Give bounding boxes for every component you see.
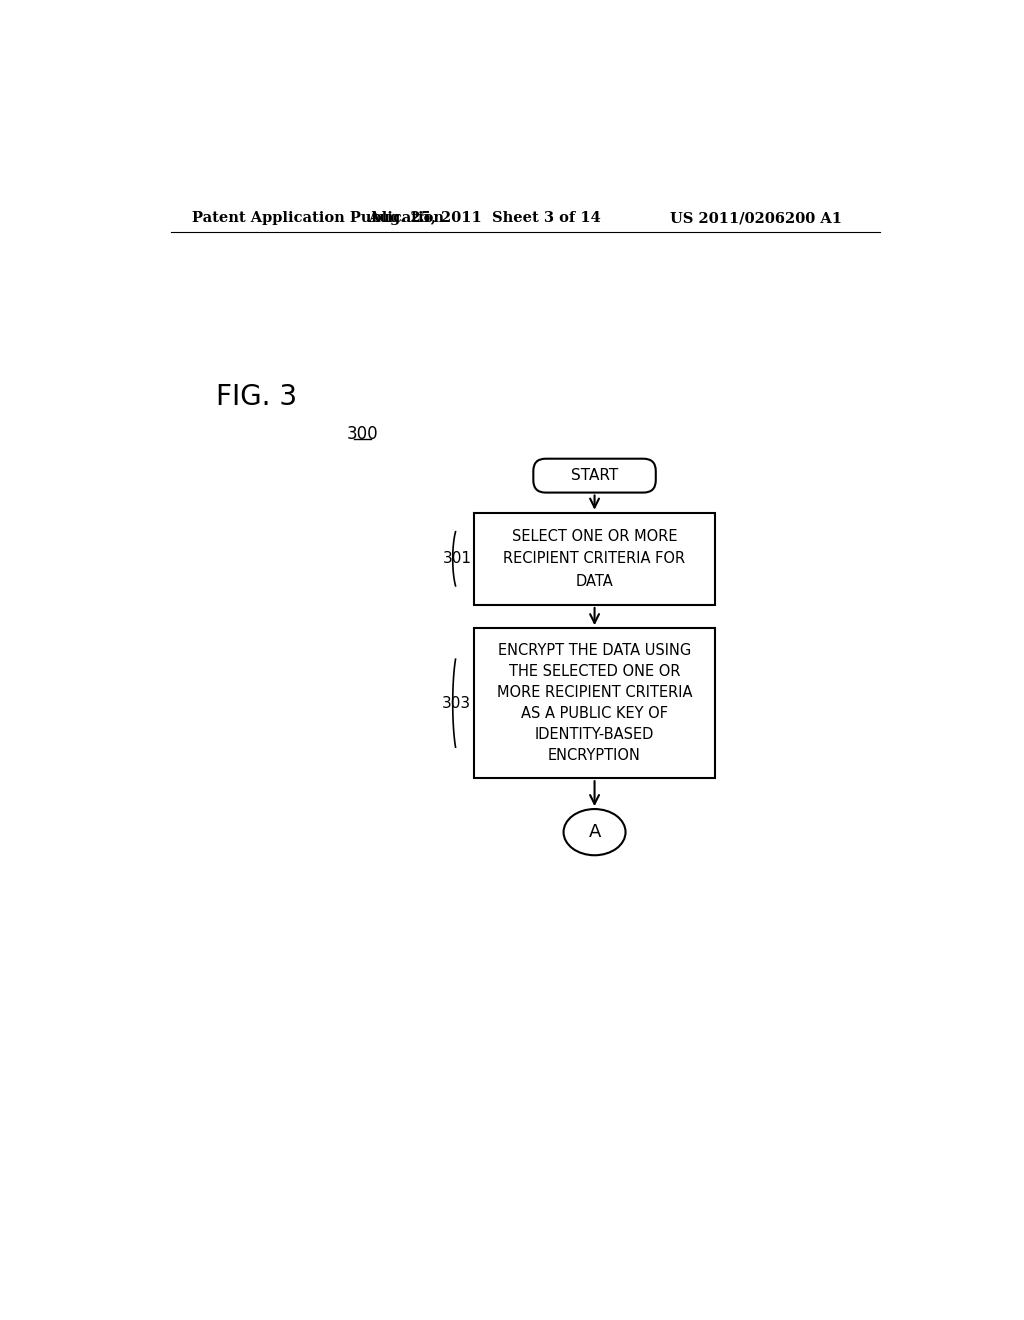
Text: US 2011/0206200 A1: US 2011/0206200 A1 — [671, 211, 843, 226]
Text: 300: 300 — [347, 425, 379, 444]
Ellipse shape — [563, 809, 626, 855]
Text: 303: 303 — [442, 696, 471, 710]
Text: SELECT ONE OR MORE
RECIPIENT CRITERIA FOR
DATA: SELECT ONE OR MORE RECIPIENT CRITERIA FO… — [504, 529, 686, 589]
Text: 301: 301 — [442, 552, 471, 566]
Text: START: START — [571, 469, 618, 483]
Text: Aug. 25, 2011  Sheet 3 of 14: Aug. 25, 2011 Sheet 3 of 14 — [368, 211, 601, 226]
Text: A: A — [589, 824, 601, 841]
Bar — [474, 628, 715, 779]
FancyBboxPatch shape — [534, 459, 655, 492]
Text: FIG. 3: FIG. 3 — [216, 383, 297, 411]
Bar — [474, 512, 715, 605]
Text: ENCRYPT THE DATA USING
THE SELECTED ONE OR
MORE RECIPIENT CRITERIA
AS A PUBLIC K: ENCRYPT THE DATA USING THE SELECTED ONE … — [497, 643, 692, 763]
Text: Patent Application Publication: Patent Application Publication — [193, 211, 444, 226]
